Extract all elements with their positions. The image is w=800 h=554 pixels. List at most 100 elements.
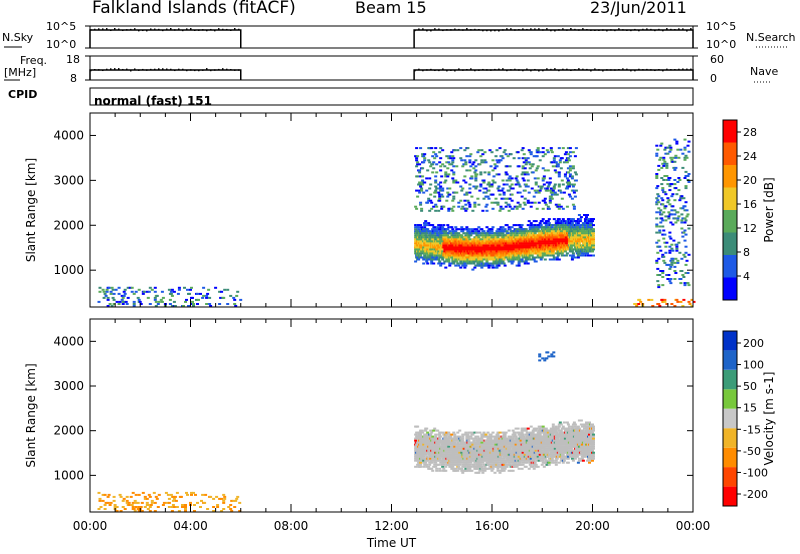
- trace-dot: [126, 29, 128, 31]
- trace-dot: [138, 29, 140, 32]
- trace-dot: [690, 28, 692, 30]
- trace-dot: [418, 28, 420, 30]
- trace-dot: [198, 69, 200, 72]
- trace-dot: [478, 28, 480, 31]
- trace-segment: [413, 69, 694, 80]
- trace-dot: [578, 68, 580, 70]
- trace-dot: [626, 68, 628, 71]
- freq-unit: [MHz]: [4, 66, 37, 79]
- nsky-label: N.Sky: [2, 31, 34, 44]
- trace-dot: [106, 28, 108, 30]
- trace-dot: [166, 68, 168, 70]
- nsky-tick-bottom: 10^0: [46, 38, 77, 51]
- trace-dot: [506, 69, 508, 72]
- trace-dot: [650, 69, 652, 71]
- trace-dot: [590, 69, 592, 72]
- trace-dot: [94, 69, 96, 71]
- data-layer: [97, 138, 696, 512]
- cpid-label: CPID: [8, 88, 38, 101]
- trace-dot: [658, 28, 660, 31]
- trace-dot: [574, 28, 576, 31]
- colorbar-tick-label: 100: [743, 359, 764, 372]
- trace-dot: [566, 68, 568, 71]
- trace-dot: [602, 69, 604, 72]
- trace-dot: [230, 29, 232, 31]
- trace-dot: [518, 69, 520, 71]
- trace-dot: [446, 29, 448, 31]
- trace-dot: [118, 28, 120, 31]
- trace-dot: [206, 29, 208, 32]
- trace-dot: [650, 28, 652, 31]
- echo-region-velocity-2: [538, 351, 556, 362]
- trace-dot: [134, 68, 136, 70]
- trace-dot: [582, 28, 584, 30]
- trace-dot: [682, 68, 684, 70]
- colorbar-tick-label: 24: [743, 150, 757, 163]
- trace-dot: [594, 68, 596, 70]
- echo-region-velocity-0: [414, 419, 595, 474]
- echo-region-power-4: [655, 138, 691, 289]
- trace-dot: [598, 69, 600, 71]
- trace-dot: [530, 28, 532, 30]
- trace-dot: [558, 29, 560, 31]
- colorbar-frame: [722, 119, 738, 301]
- trace-dot: [226, 68, 228, 71]
- trace-dot: [154, 28, 156, 31]
- trace-dot: [542, 29, 544, 31]
- trace-dot: [206, 68, 208, 70]
- trace-dot: [110, 29, 112, 32]
- trace-dot: [422, 28, 424, 30]
- echo-region-power-1: [414, 147, 578, 212]
- freq-tick-bottom: 8: [70, 72, 77, 85]
- colorbar-cell: [723, 350, 737, 370]
- trace-dot: [542, 69, 544, 72]
- trace-dot: [454, 28, 456, 30]
- trace-dot: [218, 68, 220, 71]
- trace-dot: [414, 69, 416, 72]
- trace-dot: [114, 28, 116, 30]
- trace-dot: [602, 29, 604, 31]
- trace-dot: [158, 28, 160, 31]
- trace-dot: [178, 28, 180, 30]
- trace-dot: [562, 28, 564, 30]
- colorbar-cell: [723, 389, 737, 409]
- trace-dot: [198, 29, 200, 31]
- trace-dot: [582, 68, 584, 71]
- colorbar-cell: [723, 428, 737, 448]
- trace-dot: [146, 29, 148, 32]
- trace-dot: [418, 68, 420, 71]
- trace-dot: [166, 28, 168, 31]
- trace-dot: [662, 29, 664, 32]
- trace-dot: [230, 68, 232, 71]
- nsearch-tick-top: 10^5: [706, 20, 737, 33]
- nave-label: Nave: [750, 65, 779, 78]
- trace-dot: [482, 68, 484, 71]
- trace-dot: [470, 29, 472, 31]
- trace-dot: [434, 28, 436, 30]
- trace-segment: [89, 69, 242, 80]
- y-tick-label: 2000: [53, 424, 84, 438]
- trace-dot: [666, 68, 668, 71]
- colorbar-cell: [723, 120, 737, 143]
- trace-dot: [526, 28, 528, 31]
- trace-dot: [674, 69, 676, 71]
- trace-dot: [658, 69, 660, 71]
- colorbar-tick-label: 20: [743, 174, 757, 187]
- velocity-panel-frame: [89, 318, 694, 513]
- colorbar-cell: [723, 187, 737, 210]
- trace-dot: [494, 29, 496, 32]
- trace-dot: [422, 69, 424, 72]
- trace-dot: [162, 29, 164, 32]
- trace-dot: [550, 68, 552, 71]
- trace-dot: [594, 29, 596, 32]
- x-tick-label: 00:00: [73, 519, 108, 533]
- freq-panel-frame: [89, 55, 694, 81]
- colorbar-tick-label: -15: [743, 423, 761, 436]
- trace-dot: [474, 69, 476, 72]
- trace-dot: [174, 29, 176, 31]
- colorbar-tick-label: 50: [743, 380, 757, 393]
- trace-dot: [506, 28, 508, 30]
- trace-dot: [138, 69, 140, 71]
- trace-dot: [570, 69, 572, 72]
- trace-dot: [466, 28, 468, 30]
